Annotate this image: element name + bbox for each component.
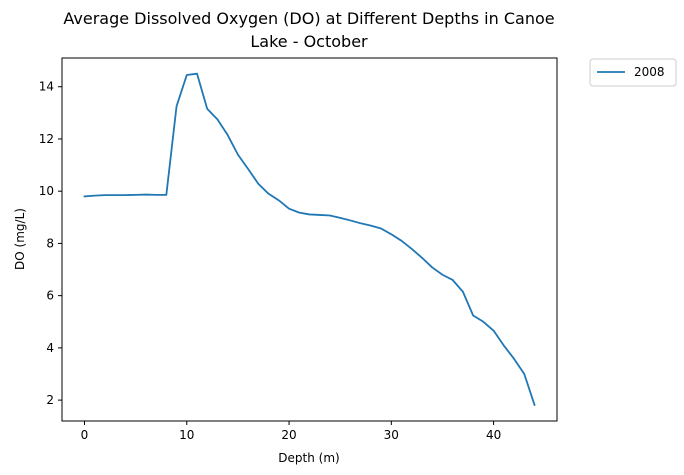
legend-label-2008: 2008	[634, 65, 665, 79]
x-tick-label-40: 40	[486, 428, 501, 442]
plot-area	[83, 72, 536, 406]
y-tick-label-10: 10	[39, 184, 54, 198]
y-tick-label-12: 12	[39, 132, 54, 146]
legend: 2008	[589, 58, 677, 87]
chart-title-line-2: Lake - October	[250, 32, 368, 51]
x-tick-label-10: 10	[179, 428, 194, 442]
legend-box	[589, 58, 677, 87]
x-tick-label-20: 20	[281, 428, 296, 442]
plot-frame	[61, 57, 558, 422]
y-tick-label-4: 4	[46, 341, 54, 355]
chart-title-line-1: Average Dissolved Oxygen (DO) at Differe…	[63, 9, 554, 28]
x-tick-label-30: 30	[384, 428, 399, 442]
x-axis-label: Depth (m)	[278, 451, 339, 465]
y-tick-label-8: 8	[46, 236, 54, 250]
series-line-2008	[83, 72, 536, 406]
y-axis: 2 4 6 8 10 12 14	[39, 80, 62, 407]
y-axis-label: DO (mg/L)	[13, 208, 27, 270]
x-tick-label-0: 0	[81, 428, 89, 442]
y-tick-label-6: 6	[46, 289, 54, 303]
x-axis: 0 10 20 30 40	[81, 421, 501, 442]
y-tick-label-2: 2	[46, 393, 54, 407]
y-tick-label-14: 14	[39, 80, 54, 94]
